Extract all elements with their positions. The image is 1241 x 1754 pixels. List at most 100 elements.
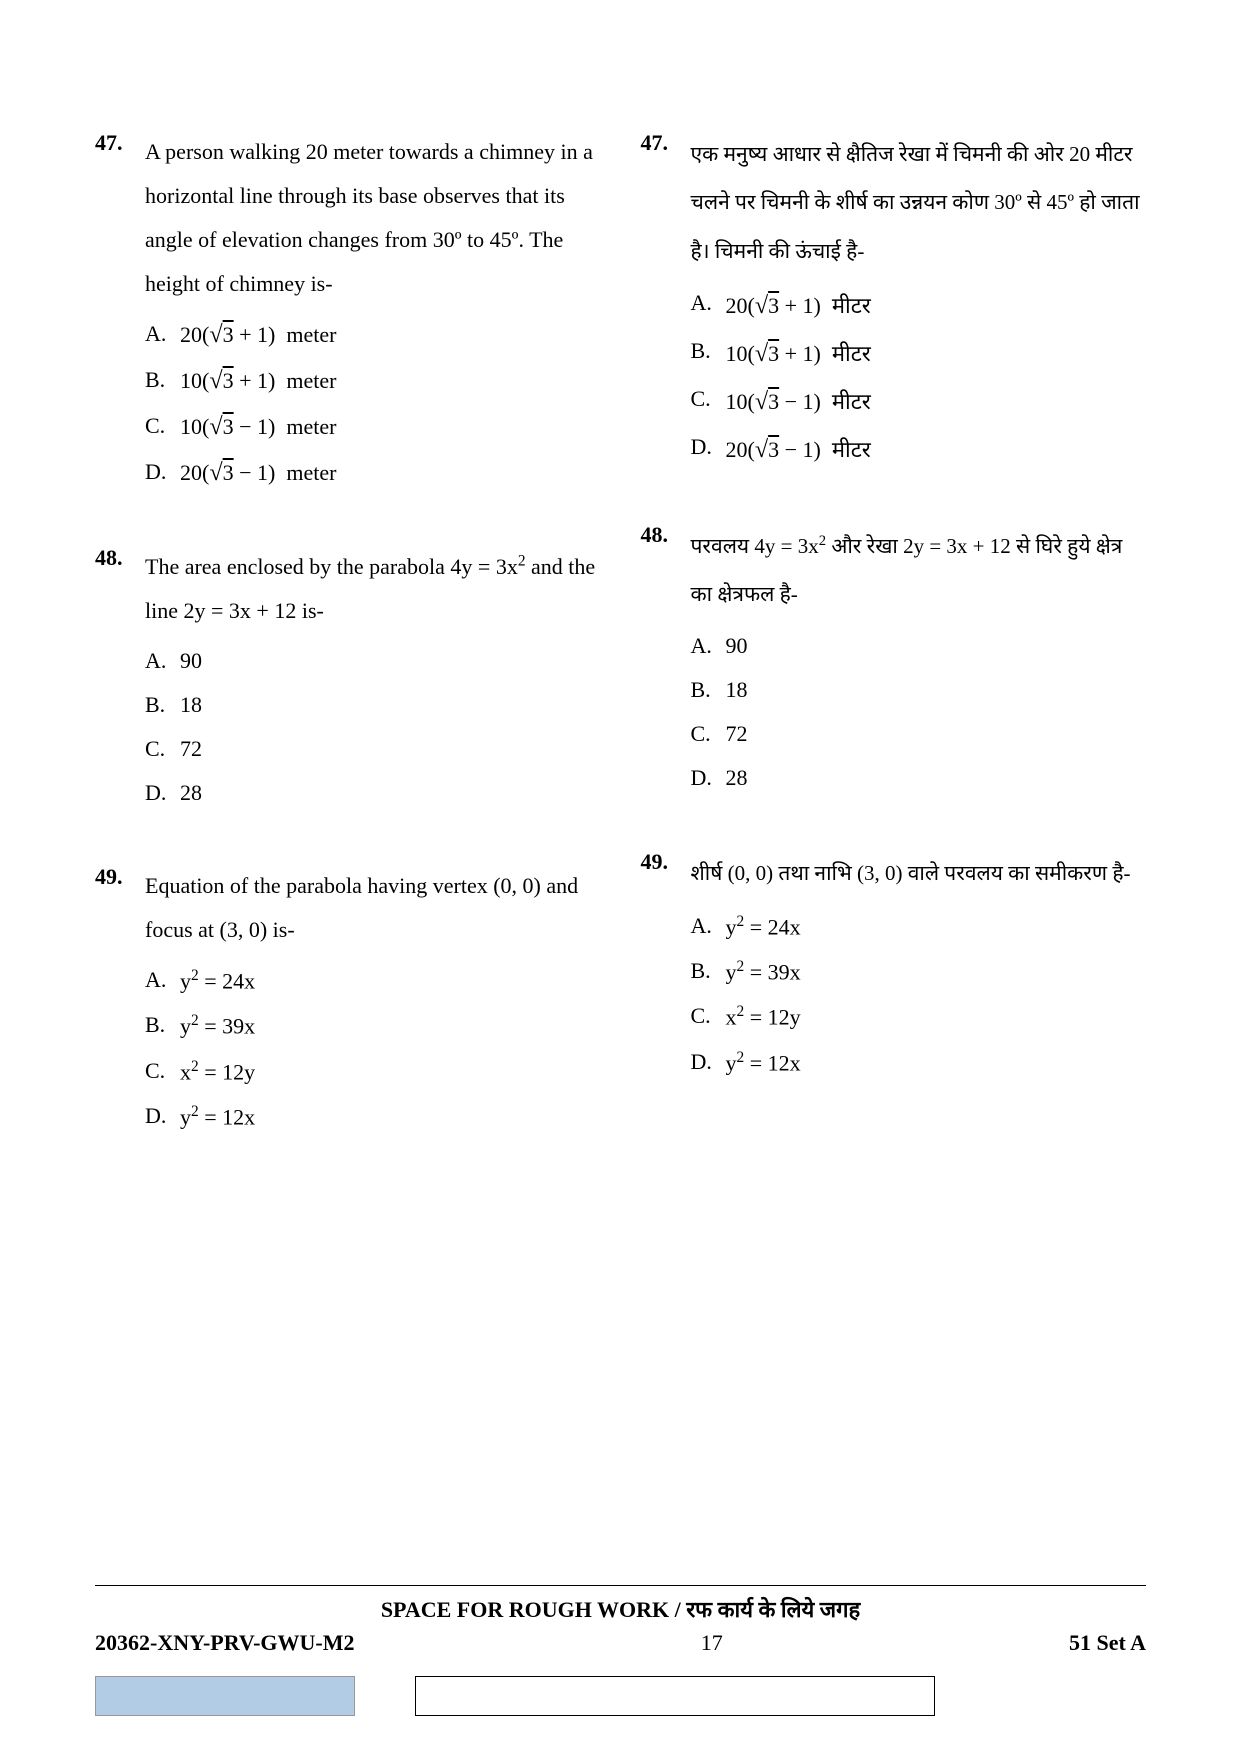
opt-text: 28 (180, 780, 601, 806)
opt-text: 72 (726, 721, 1147, 747)
opt-label-a: A. (691, 633, 726, 659)
opt-text: 10(√3 − 1) meter (180, 413, 601, 441)
stem-text: is- (296, 598, 324, 623)
opt-text: y2 = 39x (726, 958, 1147, 985)
q49-stem: Equation of the parabola having vertex (… (145, 864, 601, 952)
option-c: C.10(√3 − 1) मीटर (691, 386, 1147, 416)
opt-text: y2 = 12x (726, 1049, 1147, 1076)
rough-hi: रफ कार्य के लिये जगह (686, 1597, 860, 1622)
opt-label-d: D. (145, 1103, 180, 1130)
q48-stem: The area enclosed by the parabola 4y = 3… (145, 545, 601, 633)
option-a: A.y2 = 24x (145, 967, 601, 994)
q47-body: एक मनुष्य आधार से क्षैतिज रेखा में चिमनी… (691, 130, 1147, 482)
q48-number: 48. (641, 522, 691, 810)
stem-text: परवलय (691, 534, 755, 558)
q47-body: A person walking 20 meter towards a chim… (145, 130, 601, 505)
opt-label-d: D. (691, 1049, 726, 1076)
page-footer: 20362-XNY-PRV-GWU-M2 17 51 Set A (95, 1630, 1146, 1716)
opt-text: 90 (180, 648, 601, 674)
option-d: D.28 (691, 765, 1147, 791)
q48-options: A.90 B.18 C.72 D.28 (691, 633, 1147, 791)
opt-text: 72 (180, 736, 601, 762)
opt-label-c: C. (145, 1058, 180, 1085)
page-number: 17 (701, 1630, 723, 1656)
q48-body: परवलय 4y = 3x2 और रेखा 2y = 3x + 12 से घ… (691, 522, 1147, 810)
question-48-hi: 48. परवलय 4y = 3x2 और रेखा 2y = 3x + 12 … (641, 522, 1147, 810)
option-d: D.y2 = 12x (691, 1049, 1147, 1076)
opt-label-c: C. (691, 721, 726, 747)
opt-text: y2 = 12x (180, 1103, 601, 1130)
option-b: B.y2 = 39x (145, 1012, 601, 1039)
opt-text: x2 = 12y (726, 1003, 1147, 1030)
question-48-en: 48. The area enclosed by the parabola 4y… (95, 545, 601, 824)
opt-label-d: D. (145, 780, 180, 806)
option-c: C.x2 = 12y (145, 1058, 601, 1085)
opt-text: 10(√3 + 1) मीटर (726, 338, 1147, 368)
option-d: D.20(√3 − 1) meter (145, 459, 601, 487)
opt-text: 10(√3 − 1) मीटर (726, 386, 1147, 416)
opt-label-b: B. (691, 677, 726, 703)
q49-body: Equation of the parabola having vertex (… (145, 864, 601, 1148)
option-c: C.x2 = 12y (691, 1003, 1147, 1030)
opt-label-d: D. (145, 459, 180, 487)
option-c: C.72 (691, 721, 1147, 747)
option-d: D.y2 = 12x (145, 1103, 601, 1130)
option-a: A.90 (145, 648, 601, 674)
opt-label-c: C. (145, 413, 180, 441)
opt-text: 20(√3 + 1) मीटर (726, 290, 1147, 320)
option-c: C.10(√3 − 1) meter (145, 413, 601, 441)
option-a: A.90 (691, 633, 1147, 659)
rough-en: SPACE FOR ROUGH WORK / (381, 1597, 686, 1622)
opt-text: x2 = 12y (180, 1058, 601, 1085)
opt-text: 90 (726, 633, 1147, 659)
question-47-en: 47. A person walking 20 meter towards a … (95, 130, 601, 505)
option-a: A.20(√3 + 1) meter (145, 321, 601, 349)
stem-text: से घिरे हुये क्षेत्र का क्षेत्रफल है- (691, 534, 1123, 606)
rough-work-label: SPACE FOR ROUGH WORK / रफ कार्य के लिये … (95, 1594, 1146, 1624)
opt-text: 18 (726, 677, 1147, 703)
opt-label-c: C. (145, 736, 180, 762)
option-d: D.20(√3 − 1) मीटर (691, 434, 1147, 464)
opt-label-b: B. (145, 1012, 180, 1039)
opt-text: 20(√3 − 1) meter (180, 459, 601, 487)
opt-text: 28 (726, 765, 1147, 791)
q47-number: 47. (95, 130, 145, 505)
option-b: B.y2 = 39x (691, 958, 1147, 985)
option-a: A.20(√3 + 1) मीटर (691, 290, 1147, 320)
q49-stem: शीर्ष (0, 0) तथा नाभि (3, 0) वाले परवलय … (691, 849, 1147, 897)
q49-options: A.y2 = 24x B.y2 = 39x C.x2 = 12y D.y2 = … (145, 967, 601, 1130)
blue-box (95, 1676, 355, 1716)
opt-label-c: C. (691, 386, 726, 416)
left-column: 47. A person walking 20 meter towards a … (95, 130, 601, 1188)
question-49-hi: 49. शीर्ष (0, 0) तथा नाभि (3, 0) वाले पर… (641, 849, 1147, 1094)
opt-text: y2 = 24x (726, 913, 1147, 940)
opt-text: 10(√3 + 1) meter (180, 367, 601, 395)
opt-text: y2 = 24x (180, 967, 601, 994)
question-47-hi: 47. एक मनुष्य आधार से क्षैतिज रेखा में च… (641, 130, 1147, 482)
option-d: D.28 (145, 780, 601, 806)
opt-label-d: D. (691, 765, 726, 791)
opt-label-a: A. (691, 290, 726, 320)
right-column: 47. एक मनुष्य आधार से क्षैतिज रेखा में च… (641, 130, 1147, 1188)
footer-row: 20362-XNY-PRV-GWU-M2 17 51 Set A (95, 1630, 1146, 1656)
q49-body: शीर्ष (0, 0) तथा नाभि (3, 0) वाले परवलय … (691, 849, 1147, 1094)
opt-label-b: B. (691, 958, 726, 985)
q48-number: 48. (95, 545, 145, 824)
question-49-en: 49. Equation of the parabola having vert… (95, 864, 601, 1148)
option-b: B.18 (145, 692, 601, 718)
footer-boxes (95, 1676, 1146, 1716)
q49-number: 49. (641, 849, 691, 1094)
opt-label-b: B. (145, 692, 180, 718)
set-label: 51 Set A (1069, 1630, 1146, 1656)
option-a: A.y2 = 24x (691, 913, 1147, 940)
q47-options: A.20(√3 + 1) meter B.10(√3 + 1) meter C.… (145, 321, 601, 487)
stem-text: The area enclosed by the parabola (145, 554, 450, 579)
opt-label-b: B. (691, 338, 726, 368)
q48-body: The area enclosed by the parabola 4y = 3… (145, 545, 601, 824)
page-content: 47. A person walking 20 meter towards a … (95, 130, 1146, 1188)
opt-label-a: A. (145, 967, 180, 994)
opt-text: 20(√3 − 1) मीटर (726, 434, 1147, 464)
opt-label-a: A. (145, 648, 180, 674)
option-c: C.72 (145, 736, 601, 762)
opt-label-d: D. (691, 434, 726, 464)
